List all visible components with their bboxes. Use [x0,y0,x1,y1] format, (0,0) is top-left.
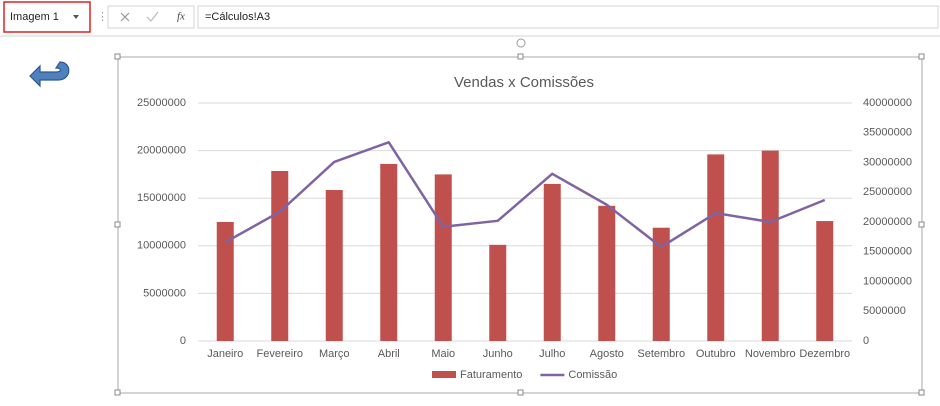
y2-tick-label: 40000000 [863,97,912,109]
x-tick-label: Julho [539,348,565,360]
bar [271,170,289,341]
y2-tick-label: 30000000 [863,156,912,168]
x-tick-label: Março [319,348,350,360]
selection-handles [114,53,925,396]
x-tick-label: Setembro [637,348,685,360]
y-tick-label: 10000000 [137,240,186,252]
rotate-handle[interactable] [516,38,526,48]
x-tick-label: Outubro [696,348,736,360]
y-tick-label: 0 [180,335,186,347]
bar [489,244,507,341]
bar [598,205,616,341]
y-tick-label: 5000000 [143,287,186,299]
chart-frame[interactable] [117,56,923,394]
bar [216,222,234,341]
y-tick-label: 15000000 [137,192,186,204]
formula-buttons [107,5,195,29]
name-box-text: Imagem 1 [10,11,59,23]
x-tick-label: Dezembro [799,348,850,360]
y2-tick-label: 25000000 [863,186,912,198]
formula-text: =Cálculos!A3 [205,11,270,23]
bar [816,221,834,341]
bar [652,227,670,341]
chart-title: Vendas x Comissões [454,74,594,91]
arrow-image[interactable] [29,61,70,88]
y2-tick-label: 10000000 [863,275,912,287]
x-tick-label: Junho [483,348,513,360]
x-tick-label: Janeiro [207,348,243,360]
formula-input[interactable] [197,5,939,29]
name-box-dropdown[interactable] [73,15,79,19]
legend-label: Comissão [568,369,617,381]
separator-dots: ⋮ [97,11,108,23]
bar [325,190,343,341]
bar [434,174,452,341]
bar [543,183,561,341]
x-tick-label: Abril [378,348,400,360]
bar [707,154,725,341]
line [224,141,826,249]
bar [380,163,398,341]
y-tick-label: 25000000 [137,97,186,109]
legend-label: Faturamento [460,369,522,381]
y-tick-label: 20000000 [137,145,186,157]
x-tick-label: Maio [431,348,455,360]
y2-tick-label: 5000000 [863,305,906,317]
y2-tick-label: 0 [863,335,869,347]
bar [761,150,779,341]
cancel-button[interactable] [120,12,130,22]
x-tick-label: Novembro [745,348,796,360]
enter-button[interactable] [146,11,159,22]
y2-tick-label: 20000000 [863,216,912,228]
y2-tick-label: 15000000 [863,246,912,258]
function-button[interactable]: fx [177,11,185,23]
legend-swatch [432,371,456,378]
x-tick-label: Agosto [590,348,624,360]
y2-tick-label: 35000000 [863,127,912,139]
x-tick-label: Fevereiro [257,348,303,360]
